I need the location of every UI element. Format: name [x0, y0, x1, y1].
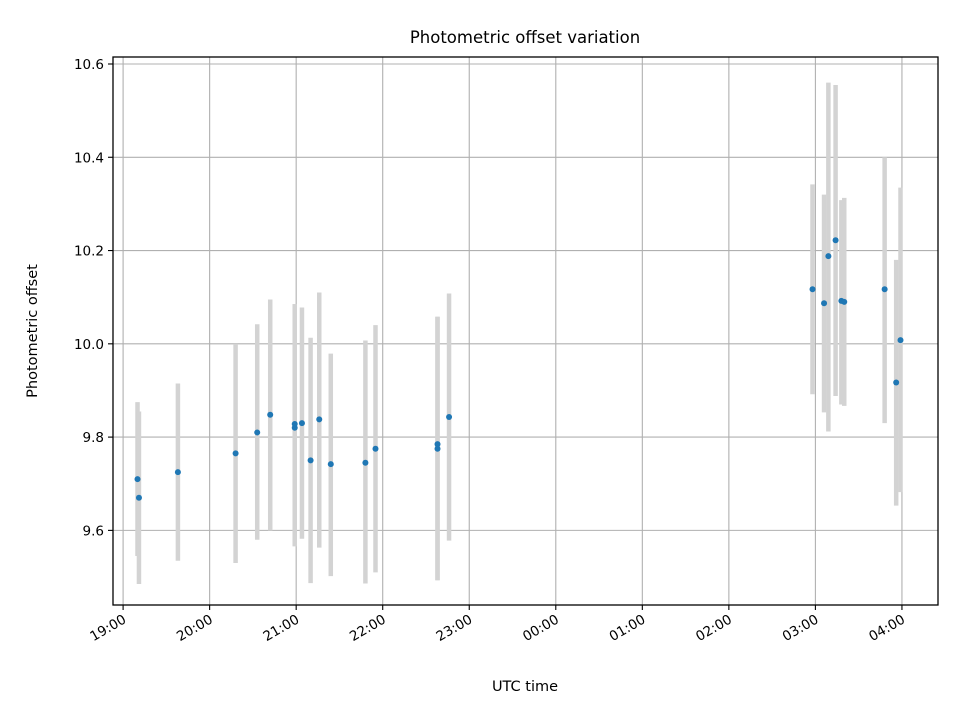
data-point [316, 416, 323, 423]
data-point [821, 300, 828, 307]
data-point [897, 337, 904, 344]
data-point [434, 445, 441, 452]
data-point [446, 414, 453, 421]
y-tick-label: 10.6 [74, 57, 104, 73]
grid-lines [113, 57, 938, 605]
data-point [434, 441, 441, 448]
data-point [232, 450, 239, 457]
y-tick-label: 9.8 [83, 430, 104, 446]
data-point [134, 476, 141, 483]
data-point [362, 459, 369, 466]
y-tick-label: 9.6 [83, 523, 104, 539]
data-point [291, 421, 298, 428]
chart-title: Photometric offset variation [410, 28, 640, 47]
data-point [372, 445, 379, 452]
y-tick-label: 10.4 [74, 150, 104, 166]
y-axis-ticks: 9.6 9.8 10.0 10.2 10.4 10.6 [74, 57, 113, 539]
data-point [267, 411, 274, 418]
data-point [307, 457, 314, 464]
data-point [254, 429, 261, 436]
data-point [825, 253, 832, 260]
data-points [134, 237, 904, 501]
data-point [893, 379, 900, 386]
data-point [174, 469, 181, 476]
data-point [881, 286, 888, 293]
x-axis-label: UTC time [492, 679, 558, 695]
y-axis-label: Photometric offset [25, 264, 41, 398]
data-point [832, 237, 839, 244]
data-point [809, 286, 816, 293]
y-tick-label: 10.0 [74, 337, 104, 353]
data-point [135, 494, 142, 501]
data-point [298, 420, 305, 427]
y-tick-label: 10.2 [74, 244, 104, 260]
plot-frame [112, 56, 939, 606]
data-point [327, 461, 334, 468]
data-point [841, 298, 848, 305]
